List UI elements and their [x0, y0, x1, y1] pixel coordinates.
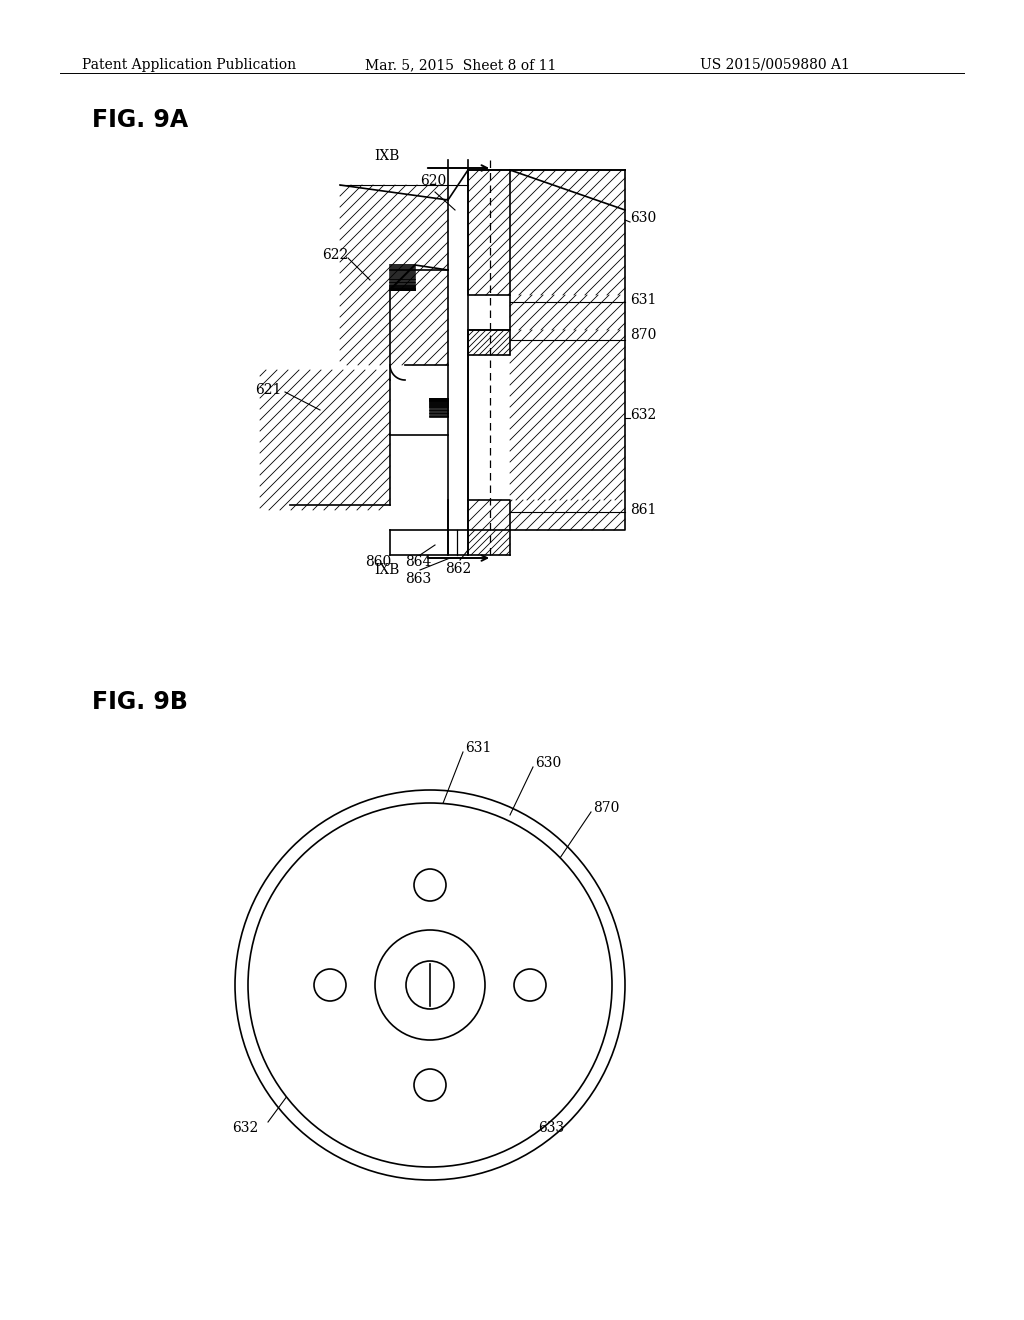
Circle shape — [514, 969, 546, 1001]
Text: FIG. 9B: FIG. 9B — [92, 690, 187, 714]
Text: 621: 621 — [255, 383, 282, 397]
Circle shape — [406, 961, 454, 1008]
Text: IXB: IXB — [375, 149, 400, 162]
Circle shape — [414, 1069, 446, 1101]
Text: 864: 864 — [406, 554, 431, 569]
Text: 633: 633 — [538, 1121, 564, 1135]
Text: 632: 632 — [630, 408, 656, 422]
Text: 870: 870 — [593, 801, 620, 814]
Text: 630: 630 — [630, 211, 656, 224]
Text: FIG. 9A: FIG. 9A — [92, 108, 188, 132]
Circle shape — [234, 789, 625, 1180]
Circle shape — [314, 969, 346, 1001]
Bar — [468, 330, 510, 355]
Text: Patent Application Publication: Patent Application Publication — [82, 58, 296, 73]
Text: 622: 622 — [322, 248, 348, 261]
Text: 870: 870 — [630, 327, 656, 342]
Circle shape — [375, 931, 485, 1040]
Text: 862: 862 — [445, 562, 471, 576]
Text: 620: 620 — [420, 174, 446, 187]
Circle shape — [414, 869, 446, 902]
Text: 632: 632 — [232, 1121, 258, 1135]
Text: Mar. 5, 2015  Sheet 8 of 11: Mar. 5, 2015 Sheet 8 of 11 — [365, 58, 556, 73]
Circle shape — [248, 803, 612, 1167]
Text: 863: 863 — [406, 572, 431, 586]
Text: US 2015/0059880 A1: US 2015/0059880 A1 — [700, 58, 850, 73]
Text: 631: 631 — [630, 293, 656, 308]
Text: 861: 861 — [630, 503, 656, 517]
Text: IXB: IXB — [375, 564, 400, 577]
Text: 630: 630 — [535, 756, 561, 770]
Text: 860: 860 — [365, 554, 391, 569]
Text: 631: 631 — [465, 741, 492, 755]
